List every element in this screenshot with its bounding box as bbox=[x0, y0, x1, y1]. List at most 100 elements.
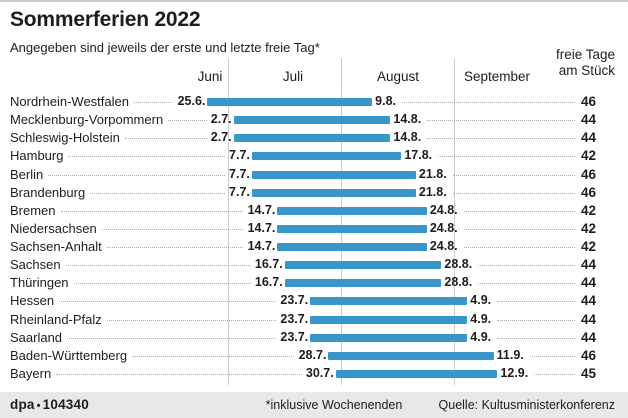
credit-id: 104340 bbox=[42, 397, 89, 412]
start-date-label: 23.7. bbox=[280, 311, 309, 326]
dotted-leader bbox=[497, 337, 575, 339]
dotted-leader bbox=[59, 301, 277, 303]
dotted-leader bbox=[497, 319, 575, 321]
subtitle: Angegeben sind jeweils der erste und let… bbox=[10, 40, 320, 55]
start-date-label: 2.7. bbox=[210, 112, 232, 127]
month-label: Juli bbox=[282, 69, 304, 84]
month-label: August bbox=[376, 69, 420, 84]
state-label: Hessen bbox=[10, 293, 55, 309]
dotted-leader bbox=[56, 373, 302, 375]
end-date-label: 14.8. bbox=[393, 112, 422, 127]
start-date-label: 7.7. bbox=[229, 166, 250, 181]
dotted-leader bbox=[68, 156, 225, 158]
end-date-label: 21.8. bbox=[418, 184, 447, 199]
dotted-leader bbox=[438, 156, 575, 158]
end-date-label: 11.9. bbox=[496, 347, 524, 362]
dotted-leader bbox=[497, 301, 575, 303]
state-label: Niedersachsen bbox=[10, 220, 97, 236]
dotted-leader bbox=[463, 210, 575, 212]
end-date-label: 4.9. bbox=[470, 311, 492, 326]
dotted-leader bbox=[74, 283, 251, 285]
start-date-label: 23.7. bbox=[280, 329, 309, 344]
state-label: Saarland bbox=[10, 329, 63, 345]
dotted-leader bbox=[534, 373, 575, 375]
start-date-label: 14.7. bbox=[247, 202, 276, 217]
state-label: Bremen bbox=[10, 202, 56, 218]
holiday-bar bbox=[233, 134, 391, 143]
holiday-bar bbox=[310, 315, 468, 324]
end-date-label: 24.8. bbox=[429, 202, 458, 217]
state-label: Nordrhein-Westfalen bbox=[10, 94, 129, 109]
dotted-leader bbox=[427, 138, 575, 140]
dotted-leader bbox=[134, 102, 174, 103]
month-gridline bbox=[228, 58, 229, 385]
holiday-bar bbox=[277, 224, 427, 233]
state-label: Brandenburg bbox=[10, 184, 86, 200]
free-days-value: 44 bbox=[580, 130, 596, 146]
dotted-leader bbox=[478, 283, 575, 285]
start-date-label: 7.7. bbox=[229, 148, 250, 163]
free-days-value: 44 bbox=[580, 112, 596, 128]
free-days-value: 42 bbox=[580, 148, 596, 164]
start-date-label: 16.7. bbox=[254, 257, 283, 272]
holiday-bar bbox=[277, 243, 427, 252]
state-label: Rheinland-Pfalz bbox=[10, 311, 102, 327]
state-label: Thüringen bbox=[10, 275, 69, 291]
start-date-label: 30.7. bbox=[305, 365, 334, 380]
start-date-label: 25.6. bbox=[177, 94, 206, 108]
value-column-header: freie Tage am Stück bbox=[556, 47, 615, 79]
holiday-bar bbox=[251, 152, 402, 161]
free-days-value: 45 bbox=[580, 365, 596, 381]
dotted-leader bbox=[90, 192, 225, 194]
dotted-leader bbox=[102, 228, 244, 230]
dotted-leader bbox=[529, 355, 575, 357]
holiday-bar bbox=[310, 297, 468, 306]
dotted-leader bbox=[132, 355, 295, 357]
free-days-value: 42 bbox=[580, 220, 596, 236]
holiday-bar bbox=[251, 170, 416, 179]
free-days-value: 44 bbox=[580, 293, 596, 309]
end-date-label: 28.8. bbox=[444, 275, 473, 290]
dotted-leader bbox=[66, 265, 251, 267]
dotted-leader bbox=[463, 228, 575, 230]
dotted-leader bbox=[107, 319, 277, 321]
value-column-header-line2: am Stück bbox=[558, 63, 615, 78]
free-days-value: 44 bbox=[580, 329, 596, 345]
dotted-leader bbox=[67, 337, 277, 339]
start-date-label: 2.7. bbox=[210, 130, 232, 145]
dotted-leader bbox=[125, 138, 207, 140]
dotted-leader bbox=[478, 265, 575, 267]
month-gridline bbox=[341, 58, 342, 385]
state-label: Schleswig-Holstein bbox=[10, 130, 120, 146]
free-days-value: 46 bbox=[580, 166, 596, 182]
month-label: September bbox=[463, 69, 531, 84]
holiday-bar bbox=[284, 279, 442, 288]
dotted-leader bbox=[402, 102, 575, 103]
free-days-value: 42 bbox=[580, 239, 596, 255]
dotted-leader bbox=[452, 192, 575, 194]
end-date-label: 28.8. bbox=[444, 257, 473, 272]
state-label: Bayern bbox=[10, 365, 52, 381]
footnote: *inklusive Wochenenden bbox=[265, 398, 403, 412]
start-date-label: 28.7. bbox=[298, 347, 327, 362]
state-label: Baden-Württemberg bbox=[10, 347, 128, 363]
end-date-label: 14.8. bbox=[393, 130, 422, 145]
month-gridline bbox=[454, 58, 455, 385]
state-label: Hamburg bbox=[10, 148, 64, 164]
start-date-label: 7.7. bbox=[229, 184, 250, 199]
free-days-value: 46 bbox=[580, 94, 596, 109]
end-date-label: 17.8. bbox=[404, 148, 433, 163]
holiday-bar bbox=[233, 116, 391, 125]
dotted-leader bbox=[168, 120, 207, 122]
free-days-value: 42 bbox=[580, 202, 596, 218]
free-days-value: 46 bbox=[580, 347, 596, 363]
start-date-label: 23.7. bbox=[280, 293, 309, 308]
state-label: Berlin bbox=[10, 166, 44, 182]
free-days-value: 46 bbox=[580, 184, 596, 200]
end-date-label: 24.8. bbox=[429, 239, 458, 254]
state-label: Sachsen bbox=[10, 257, 61, 273]
start-date-label: 16.7. bbox=[254, 275, 283, 290]
end-date-label: 24.8. bbox=[429, 220, 458, 235]
